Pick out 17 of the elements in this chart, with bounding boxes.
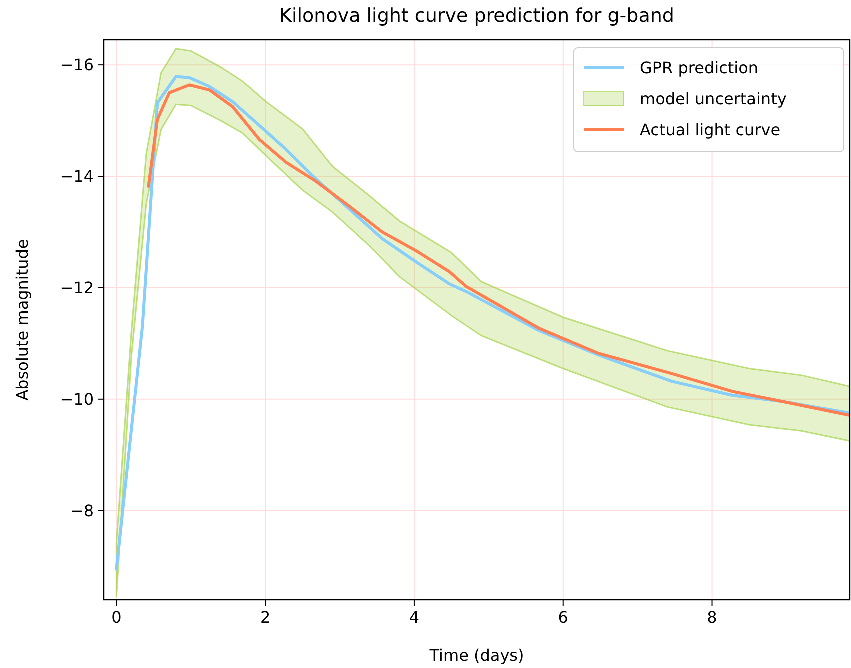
y-tick-label: −10 xyxy=(60,390,94,410)
line-series xyxy=(147,84,850,418)
legend-label: model uncertainty xyxy=(640,90,787,109)
x-tick-label: 6 xyxy=(558,608,568,627)
y-tick-label: −8 xyxy=(70,501,94,520)
y-tick-label: −12 xyxy=(60,278,94,298)
x-axis-title: Time (days) xyxy=(428,646,524,665)
y-tick-label: −14 xyxy=(60,167,94,186)
y-axis-title: Absolute magnitude xyxy=(13,239,32,401)
x-tick-label: 2 xyxy=(260,608,271,627)
legend-label: GPR prediction xyxy=(640,58,759,78)
x-tick-label: 4 xyxy=(409,608,420,627)
chart-title: Kilonova light curve prediction for g-band xyxy=(280,5,674,27)
legend-label: Actual light curve xyxy=(640,120,781,140)
y-tick-label: −16 xyxy=(60,56,94,75)
x-tick-label: 8 xyxy=(707,608,718,627)
x-tick-label: 0 xyxy=(112,608,122,627)
